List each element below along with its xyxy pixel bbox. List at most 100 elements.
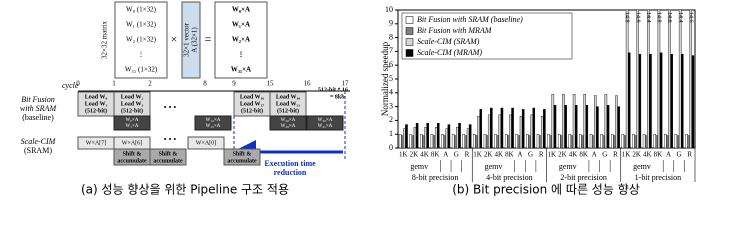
shift-text: Shift & (123, 151, 142, 157)
bar (613, 135, 616, 148)
bar (644, 135, 648, 148)
equals: = (205, 32, 212, 46)
y-tick-label: 10 (385, 5, 393, 14)
bar (623, 135, 627, 148)
row-label: (baseline) (22, 113, 54, 122)
bar (517, 135, 521, 148)
bar (509, 114, 512, 148)
bar (528, 135, 531, 148)
matrix-row: W₀ (1×32) (126, 6, 157, 14)
bar (674, 133, 678, 148)
bar (456, 127, 459, 148)
x-tick-label: A (517, 151, 522, 159)
compute-text: W₂₈×A (281, 118, 296, 123)
bar (589, 133, 593, 148)
bar (585, 105, 589, 148)
result-row: W₃₁×A (231, 66, 251, 74)
bar (636, 10, 639, 148)
legend-box (401, 12, 573, 60)
x-tick-label: 2K (484, 151, 493, 159)
shift-text: accumulate (117, 158, 147, 164)
bar (659, 52, 663, 148)
compute-block (194, 115, 232, 131)
bar (685, 133, 688, 148)
bar (443, 135, 446, 148)
bar (519, 116, 523, 148)
load-text: Load W₃₁ (276, 101, 301, 107)
bar (642, 133, 646, 148)
cim-text: W×A[0] (196, 140, 216, 146)
bar (475, 135, 478, 148)
result-row: ⋮ (238, 51, 245, 59)
bar (621, 133, 625, 148)
bar (600, 133, 603, 148)
bar (434, 127, 438, 148)
cycle-tick: 2 (148, 80, 152, 88)
bar (583, 93, 586, 148)
value-label: 14.6 (666, 12, 672, 23)
group-label: 4-bit precision (486, 173, 532, 182)
reduction-label: reduction (274, 168, 307, 177)
load-text: (512-bit) (121, 107, 143, 114)
bar (400, 135, 404, 148)
load-text: Load W₂ (121, 94, 144, 100)
load-block (269, 91, 307, 117)
legend-label: Bit Fusion with SRAM (baseline) (417, 15, 523, 24)
compute-text: W₁₄×A (206, 118, 221, 123)
bar (678, 10, 682, 148)
bars (398, 10, 695, 148)
cim-text: W×A[6] (122, 140, 142, 146)
group-label: 1-bit precision (635, 173, 681, 182)
value-label: 14.8 (624, 12, 630, 23)
bar (564, 105, 567, 148)
compute-block (269, 115, 307, 131)
x-tick-label: 4K (643, 151, 652, 159)
compute-text: W₀×A (126, 118, 139, 123)
bar (526, 133, 529, 148)
x-tick-label: R (465, 151, 470, 159)
bar (483, 133, 487, 148)
bar (487, 114, 491, 148)
y-tick-label: 5 (389, 74, 393, 83)
bar (498, 114, 502, 148)
load-text: (512-bit) (277, 107, 299, 114)
x-tick-label: A (666, 151, 671, 159)
shift-text: accumulate (227, 158, 257, 164)
legend-label: Bit Fusion with MRAM (417, 26, 493, 35)
shift-block (149, 148, 187, 166)
times: × (171, 32, 178, 46)
vector-label: 32×1 vector (183, 22, 191, 56)
compute-block (306, 115, 344, 131)
bar (415, 122, 419, 148)
pipeline-diagram: 32×32 matrix × 32×1 vector A (32×1) = cy… (20, 1, 350, 197)
x-tick-label: 2K (558, 151, 567, 159)
bar (649, 53, 652, 148)
bar (638, 53, 642, 148)
load-text: Load W₁₇ (240, 101, 265, 107)
bar (681, 53, 684, 148)
bar (568, 133, 572, 148)
compute-text: W₁₅×A (206, 124, 221, 129)
bar (655, 135, 659, 148)
bar (479, 109, 482, 148)
row-label: with SRAM (20, 104, 58, 113)
y-tick-label: 0 (389, 143, 393, 152)
bar (468, 124, 472, 148)
y-tick-label: 2 (389, 115, 393, 124)
load-text: (512-bit) (85, 107, 107, 114)
y-tick-label: 9 (389, 19, 393, 28)
bar (657, 10, 661, 148)
result-row: W₁×A (232, 21, 250, 29)
bar (466, 128, 470, 148)
bar (420, 133, 423, 148)
load-block (77, 91, 115, 117)
cim-text: W×A[7] (86, 140, 106, 146)
bar (596, 106, 599, 148)
row-label: Scale-CIM (21, 137, 57, 146)
bar (490, 107, 493, 148)
caption: (a) 성능 향상을 위한 Pipeline 구조 적용 (81, 183, 289, 197)
bar (594, 95, 597, 148)
bar (538, 135, 542, 148)
value-label: 14.8 (656, 12, 662, 23)
cycle-tick: 1 (112, 80, 116, 88)
